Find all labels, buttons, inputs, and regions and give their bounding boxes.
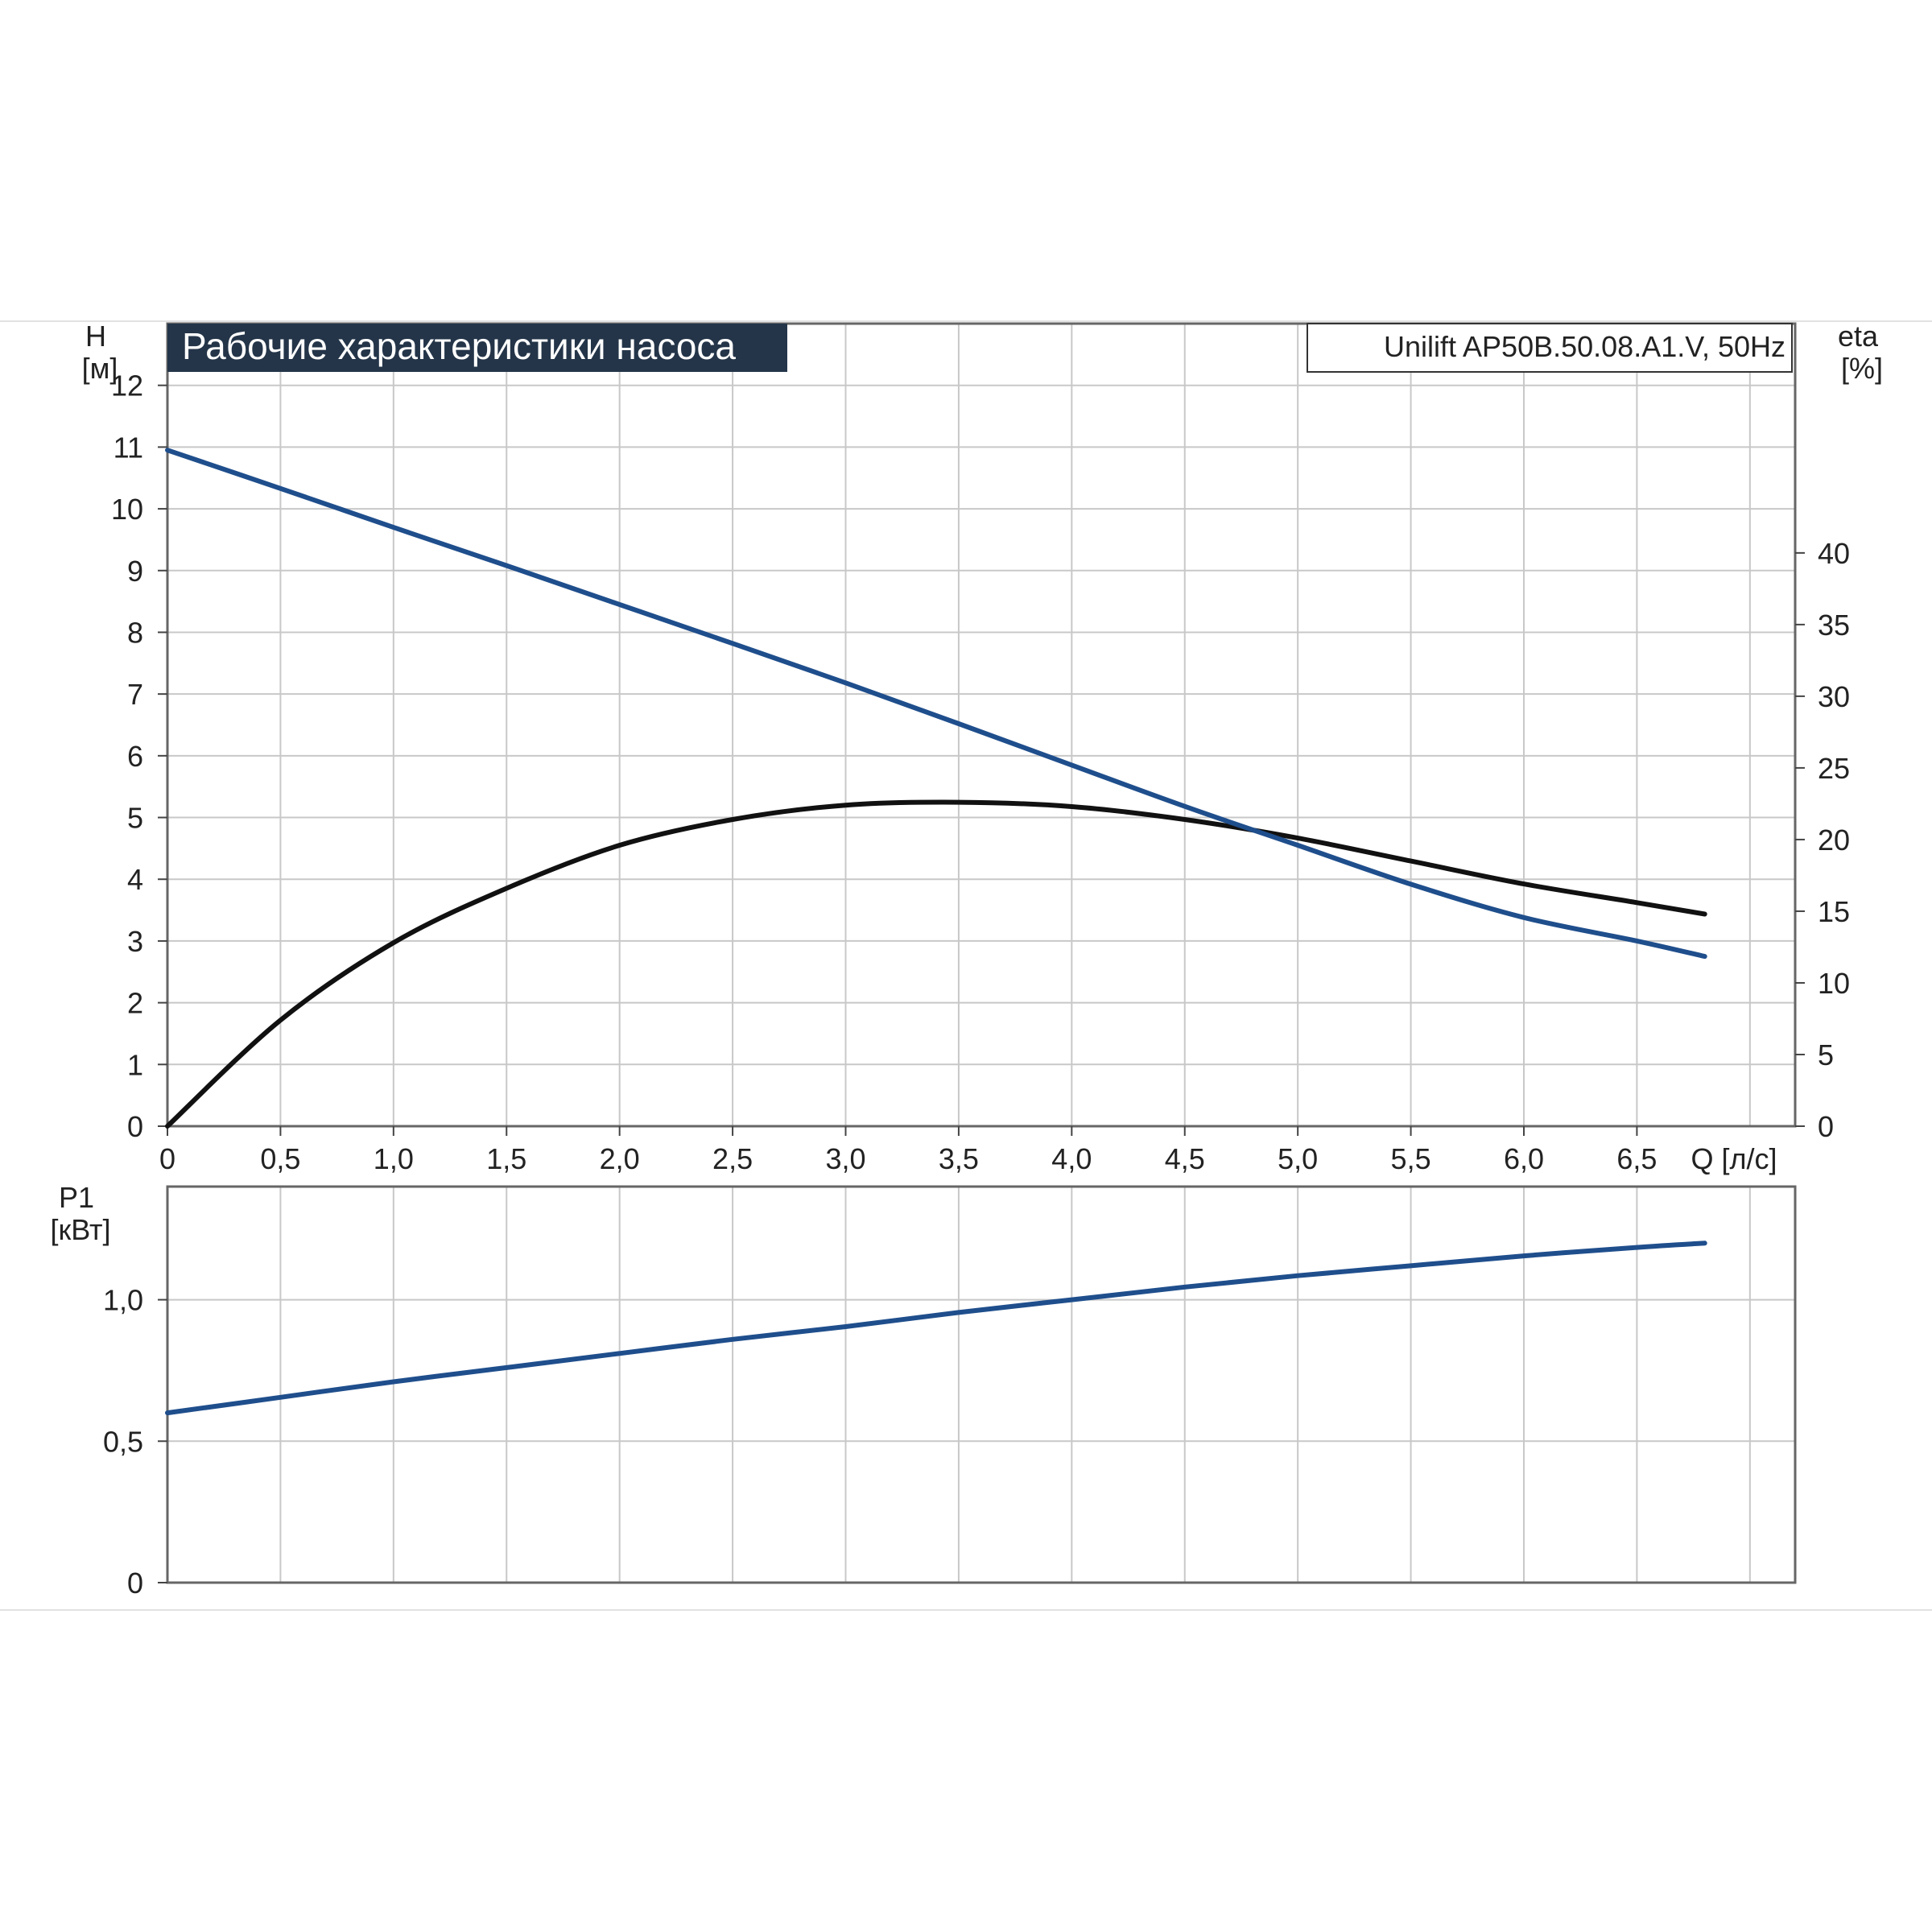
flow-tick-label: 0,5 <box>260 1142 300 1175</box>
flow-tick-label: 3,0 <box>825 1142 865 1175</box>
power-curve <box>165 1241 1707 1416</box>
efficiency-tick-label: 10 <box>1818 967 1850 1000</box>
head-curve <box>165 448 1707 960</box>
head-tick-label: 6 <box>127 740 143 773</box>
efficiency-tick-label: 15 <box>1818 895 1850 928</box>
flow-tick-label: 4,0 <box>1051 1142 1092 1175</box>
power-axis-label-line1: P1 <box>59 1181 94 1214</box>
efficiency-axis-label-line1: eta <box>1838 320 1879 353</box>
model-box <box>1307 323 1793 373</box>
pump-model-label: Unilift AP50B.50.08.A1.V, 50Hz <box>1384 330 1785 363</box>
efficiency-axis-label: eta [%] <box>1838 320 1886 385</box>
head-tick-label: 1 <box>127 1048 143 1081</box>
power-tick-labels: 0 0,5 1,0 <box>103 1284 167 1600</box>
flow-tick-label: 1,0 <box>374 1142 414 1175</box>
flow-tick-label: 3,5 <box>939 1142 979 1175</box>
flow-tick-label: 2,0 <box>600 1142 640 1175</box>
power-axis-label-line2: [кВт] <box>50 1213 110 1246</box>
efficiency-tick-labels: 0 5 10 15 20 25 30 35 40 <box>1795 537 1850 1143</box>
efficiency-curve <box>165 799 1707 1129</box>
efficiency-tick-label: 30 <box>1818 680 1850 713</box>
power-chart: P1 [кВт] 0 0,5 1,0 <box>50 1181 1797 1600</box>
flow-axis-label: Q [л/с] <box>1690 1142 1777 1175</box>
head-axis-label-line2: [м] <box>82 352 118 385</box>
efficiency-axis-label-line2: [%] <box>1841 352 1883 385</box>
head-tick-label: 5 <box>127 802 143 835</box>
power-axis-label: P1 [кВт] <box>50 1181 110 1246</box>
head-tick-label: 3 <box>127 925 143 958</box>
head-axis-label-line1: H <box>85 320 106 353</box>
flow-tick-label: 6,0 <box>1504 1142 1544 1175</box>
flow-tick-label: 0 <box>159 1142 175 1175</box>
head-tick-label: 7 <box>127 678 143 711</box>
head-tick-label: 12 <box>111 369 143 402</box>
head-axis-label: H [м] <box>82 320 118 385</box>
efficiency-tick-label: 40 <box>1818 537 1850 570</box>
power-series <box>165 1241 1707 1416</box>
head-tick-label: 9 <box>127 555 143 588</box>
efficiency-tick-label: 25 <box>1818 752 1850 785</box>
power-tick-label: 1,0 <box>103 1284 143 1317</box>
head-efficiency-chart: Рабочие характеристики насоса Unilift AP… <box>82 320 1886 1175</box>
chart-title: Рабочие характеристики насоса <box>182 325 736 367</box>
title-box <box>167 324 787 372</box>
flow-tick-label: 4,5 <box>1165 1142 1205 1175</box>
head-tick-label: 11 <box>114 431 143 464</box>
efficiency-tick-label: 0 <box>1818 1110 1834 1143</box>
flow-tick-label: 1,5 <box>486 1142 526 1175</box>
flow-tick-labels: 0 0,5 1,0 1,5 2,0 2,5 3,0 3,5 4,0 4,5 5,0 5,5 6,0 6,5 <box>159 1126 1657 1175</box>
flow-tick-label: 6,5 <box>1616 1142 1657 1175</box>
efficiency-tick-label: 35 <box>1818 609 1850 642</box>
head-tick-label: 2 <box>127 987 143 1020</box>
flow-tick-label: 2,5 <box>712 1142 753 1175</box>
power-tick-label: 0 <box>127 1567 143 1600</box>
efficiency-tick-label: 20 <box>1818 824 1850 857</box>
head-tick-label: 4 <box>127 863 143 896</box>
head-tick-label: 0 <box>127 1110 143 1143</box>
head-tick-label: 8 <box>127 616 143 649</box>
efficiency-tick-label: 5 <box>1818 1038 1834 1071</box>
flow-tick-label: 5,5 <box>1391 1142 1431 1175</box>
head-chart-frame <box>166 322 1797 1128</box>
power-chart-frame <box>166 1185 1797 1584</box>
head-tick-label: 10 <box>111 493 143 526</box>
flow-tick-label: 5,0 <box>1278 1142 1318 1175</box>
head-efficiency-series <box>165 448 1707 1129</box>
power-tick-label: 0,5 <box>103 1425 143 1458</box>
